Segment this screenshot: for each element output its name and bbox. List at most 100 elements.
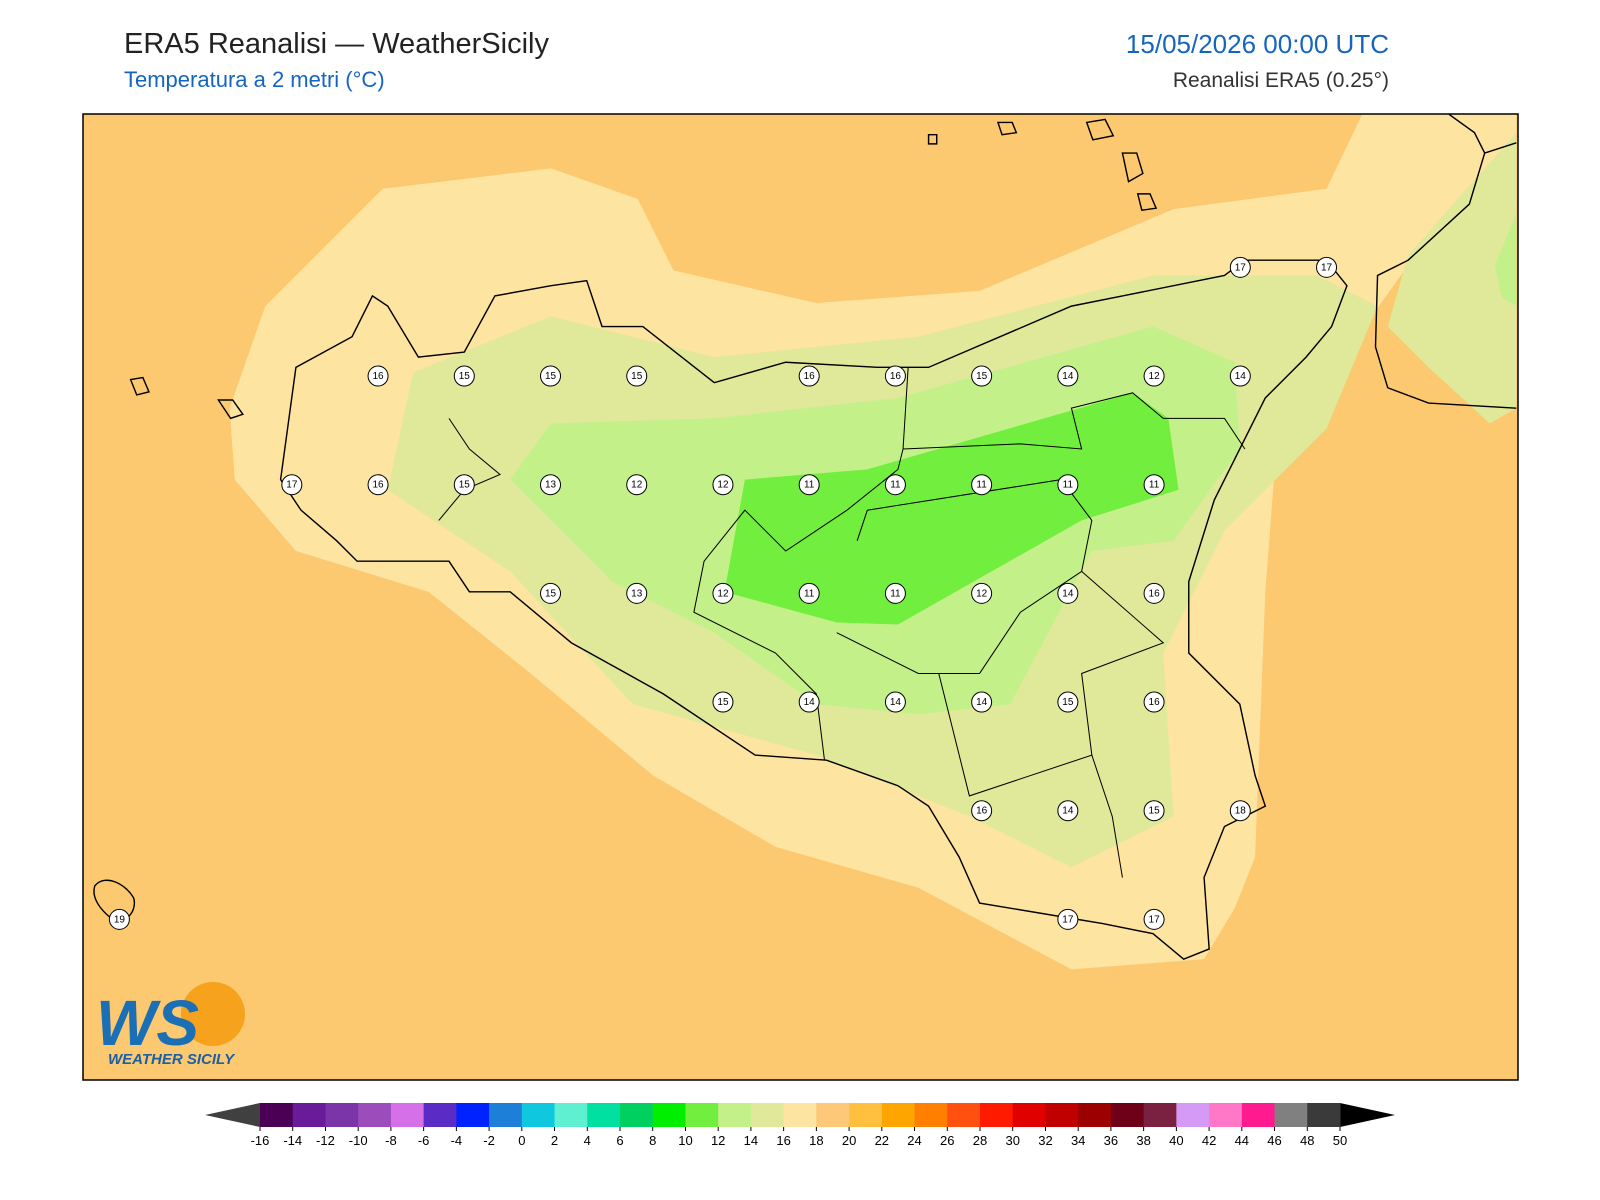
point-marker xyxy=(1143,800,1165,822)
colorbar-under xyxy=(205,1103,260,1127)
point: 15 xyxy=(712,691,734,713)
point-value: 16 xyxy=(890,371,902,382)
point-marker xyxy=(540,582,562,604)
logo-sun xyxy=(181,982,245,1046)
point-value: 15 xyxy=(459,371,471,382)
point: 16 xyxy=(884,365,906,387)
point: 17 xyxy=(1143,908,1165,930)
colorbar-tick-label: -14 xyxy=(283,1133,302,1148)
point-value: 16 xyxy=(1149,697,1161,708)
point-value: 14 xyxy=(1062,371,1074,382)
point-marker xyxy=(971,474,993,496)
point-marker xyxy=(884,365,906,387)
point-marker xyxy=(1229,365,1251,387)
colorbar-swatch xyxy=(456,1103,490,1127)
point: 15 xyxy=(453,365,475,387)
point-marker xyxy=(1057,365,1079,387)
colorbar-swatch xyxy=(652,1103,686,1127)
point-marker xyxy=(798,691,820,713)
point: 14 xyxy=(1057,582,1079,604)
point-value: 13 xyxy=(545,480,557,491)
point-value: 16 xyxy=(976,806,988,817)
colorbar-tick-label: 16 xyxy=(776,1133,790,1148)
colorbar-swatch xyxy=(1045,1103,1079,1127)
point-marker xyxy=(971,582,993,604)
point-marker xyxy=(1057,908,1079,930)
colorbar-tick-label: 14 xyxy=(744,1133,758,1148)
point-marker xyxy=(367,474,389,496)
calabria-coast-north xyxy=(1448,114,1486,154)
datetime: 15/05/2026 00:00 UTC xyxy=(1126,29,1389,59)
colorbar-swatch xyxy=(489,1103,523,1127)
point-marker xyxy=(1057,691,1079,713)
point-marker xyxy=(453,474,475,496)
colorbar-swatch xyxy=(423,1103,457,1127)
subtitle: Temperatura a 2 metri (°C) xyxy=(124,67,385,92)
point-marker xyxy=(1057,800,1079,822)
colorbar-tick-label: 38 xyxy=(1136,1133,1150,1148)
point-labels: 17 17 16 15 15 15 16 16 15 14 12 14 17 16 15 13 12 12 11 11… xyxy=(108,256,1338,930)
colorbar-tick-label: 34 xyxy=(1071,1133,1085,1148)
point-marker xyxy=(798,582,820,604)
point: 11 xyxy=(1057,474,1079,496)
source: Reanalisi ERA5 (0.25°) xyxy=(1173,69,1389,92)
point-marker xyxy=(626,582,648,604)
point: 15 xyxy=(1057,691,1079,713)
point: 17 xyxy=(281,474,303,496)
point: 15 xyxy=(626,365,648,387)
point-value: 14 xyxy=(1235,371,1247,382)
point: 12 xyxy=(712,582,734,604)
colorbar-tick-label: 30 xyxy=(1005,1133,1019,1148)
temperature-field xyxy=(93,114,1517,970)
point-value: 12 xyxy=(1149,371,1161,382)
point-value: 15 xyxy=(717,697,729,708)
point-marker xyxy=(884,474,906,496)
point-value: 13 xyxy=(631,588,643,599)
point-value: 11 xyxy=(1063,480,1074,491)
point-marker xyxy=(453,365,475,387)
point: 12 xyxy=(1143,365,1165,387)
point: 16 xyxy=(971,800,993,822)
colorbar-tick-label: 4 xyxy=(584,1133,591,1148)
point: 14 xyxy=(884,691,906,713)
logo-mark: WS xyxy=(96,987,199,1059)
colorbar-swatch xyxy=(1274,1103,1308,1127)
point: 16 xyxy=(798,365,820,387)
colorbar-tick-label: 36 xyxy=(1104,1133,1118,1148)
point-marker xyxy=(798,365,820,387)
point-value: 14 xyxy=(1062,806,1074,817)
point-value: 14 xyxy=(804,697,816,708)
point-marker xyxy=(1143,908,1165,930)
point: 17 xyxy=(1229,256,1251,278)
point: 13 xyxy=(540,474,562,496)
point: 14 xyxy=(1229,365,1251,387)
colorbar-swatch xyxy=(750,1103,785,1127)
map xyxy=(83,114,1518,1080)
point: 11 xyxy=(884,582,906,604)
colorbar-swatch xyxy=(554,1103,588,1127)
point-marker xyxy=(626,474,648,496)
point-marker xyxy=(712,691,734,713)
colorbar-tick-label: -8 xyxy=(385,1133,397,1148)
point-value: 17 xyxy=(1321,262,1333,273)
point-marker xyxy=(540,365,562,387)
point-value: 16 xyxy=(372,480,384,491)
colorbar-tick-label: 50 xyxy=(1333,1133,1347,1148)
colorbar-tick-label: 22 xyxy=(875,1133,889,1148)
colorbar-tick-label: -2 xyxy=(483,1133,495,1148)
point-value: 18 xyxy=(1235,806,1247,817)
logo-text: WEATHER SICILY xyxy=(108,1051,236,1068)
colorbar-swatch xyxy=(1176,1103,1210,1127)
point-marker xyxy=(971,365,993,387)
colorbar-tick-label: -4 xyxy=(451,1133,463,1148)
coastline xyxy=(93,114,1517,960)
point-value: 11 xyxy=(890,588,901,599)
band-14-16-east xyxy=(1387,132,1517,424)
point: 11 xyxy=(971,474,993,496)
colorbar-swatch xyxy=(914,1103,948,1127)
point-value: 17 xyxy=(1149,914,1161,925)
point-value: 16 xyxy=(372,371,384,382)
point-value: 14 xyxy=(890,697,902,708)
point: 12 xyxy=(971,582,993,604)
aegadi-island xyxy=(129,376,244,420)
